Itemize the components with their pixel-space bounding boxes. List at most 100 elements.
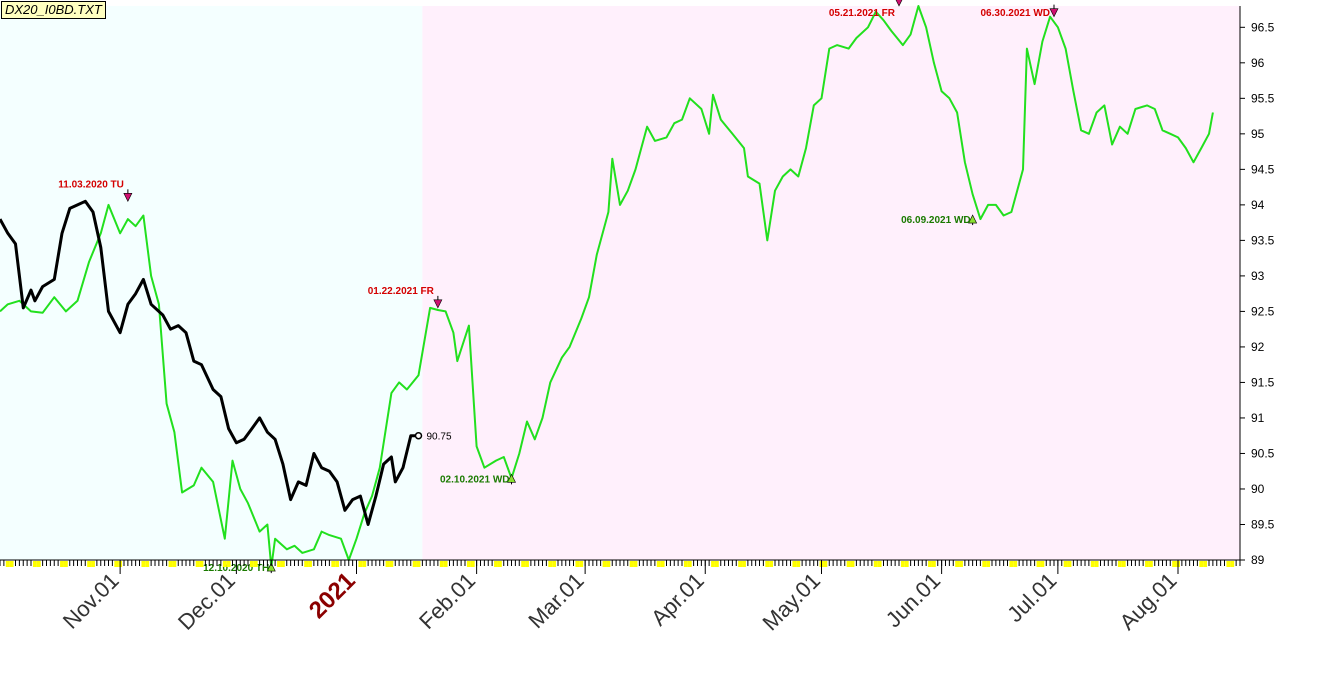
x-weekend-tick xyxy=(331,561,336,567)
x-weekend-tick xyxy=(769,561,774,567)
y-tick-label-7: 92.5 xyxy=(1251,304,1275,318)
x-weekend-tick xyxy=(552,561,557,567)
low-marker-5 xyxy=(968,214,978,224)
x-weekend-tick xyxy=(60,561,64,567)
y-tick-label-3: 90.5 xyxy=(1251,446,1275,460)
x-weekend-tick xyxy=(470,561,475,567)
series-line-0 xyxy=(0,5,1214,569)
x-weekend-tick xyxy=(1009,561,1014,567)
x-weekend-tick xyxy=(308,561,312,567)
x-weekend-tick xyxy=(32,561,37,567)
x-weekend-tick xyxy=(660,561,665,567)
x-weekend-tick xyxy=(850,561,855,567)
x-weekend-tick xyxy=(602,561,607,567)
file-name-label: DX20_I0BD.TXT xyxy=(1,1,106,19)
x-axis: Nov.01 Dec.01 2021 Feb.01 Mar.01 Apr.01 May.01… xyxy=(0,559,1241,636)
x-weekend-tick xyxy=(1199,561,1204,567)
y-tick-label-15: 96.5 xyxy=(1251,20,1275,34)
high-marker-6 xyxy=(1049,8,1059,18)
series-line-1 xyxy=(0,199,419,526)
y-tick-label-12: 95 xyxy=(1251,127,1265,141)
x-weekend-tick xyxy=(656,561,661,567)
x-weekend-tick xyxy=(1226,561,1231,567)
x-weekend-tick xyxy=(91,561,95,567)
y-tick-label-8: 93 xyxy=(1251,269,1265,283)
high-marker-0 xyxy=(123,193,133,202)
x-weekend-tick xyxy=(1203,561,1208,567)
x-weekend-tick xyxy=(1117,561,1122,567)
high-marker-2 xyxy=(433,299,443,309)
x-weekend-tick xyxy=(63,561,68,567)
x-weekend-tick xyxy=(982,561,987,567)
x-weekend-tick xyxy=(199,561,204,567)
x-weekend-tick xyxy=(1148,561,1153,567)
x-weekend-tick xyxy=(280,561,285,567)
region-0 xyxy=(0,6,423,560)
last-value-label: 90.75 xyxy=(427,432,452,443)
high-label-2: 01.22.2021 FR xyxy=(368,286,435,297)
x-tick-label-7: Jun.01 xyxy=(881,568,945,632)
high-label-6: 06.30.2021 WD xyxy=(981,8,1051,19)
x-weekend-tick xyxy=(172,561,177,567)
x-weekend-tick xyxy=(277,561,281,567)
y-tick-label-4: 91 xyxy=(1251,411,1265,425)
x-tick-label-6: May.01 xyxy=(757,568,825,636)
x-weekend-tick xyxy=(525,561,529,567)
high-marker-4 xyxy=(895,0,903,7)
y-tick-label-9: 93.5 xyxy=(1251,233,1275,247)
x-weekend-tick xyxy=(304,561,309,567)
x-weekend-tick xyxy=(1067,561,1072,567)
x-weekend-tick xyxy=(606,561,611,567)
y-tick-label-11: 94.5 xyxy=(1251,162,1275,176)
x-weekend-tick xyxy=(629,561,634,567)
x-weekend-tick xyxy=(249,561,254,567)
x-weekend-tick xyxy=(114,561,119,567)
x-weekend-tick xyxy=(168,561,173,567)
x-weekend-tick xyxy=(846,561,851,567)
x-weekend-tick xyxy=(1036,561,1041,567)
series-lines xyxy=(0,5,1214,569)
y-tick-label-0: 89 xyxy=(1251,553,1265,567)
y-tick-label-1: 89.5 xyxy=(1251,517,1275,531)
x-tick-label-4: Mar.01 xyxy=(523,568,588,633)
x-weekend-tick xyxy=(141,561,146,567)
x-tick-label-2: 2021 xyxy=(304,567,361,624)
x-weekend-tick xyxy=(1013,561,1018,567)
x-weekend-tick xyxy=(548,561,553,567)
high-label-4: 05.21.2021 FR xyxy=(829,8,896,19)
x-weekend-tick xyxy=(959,561,963,567)
x-weekend-tick xyxy=(738,561,743,567)
x-weekend-tick xyxy=(145,561,150,567)
x-weekend-tick xyxy=(904,561,909,567)
x-tick-label-8: Jul.01 xyxy=(1002,568,1061,627)
x-weekend-tick xyxy=(497,561,502,567)
x-weekend-tick xyxy=(1172,561,1177,567)
x-weekend-tick xyxy=(796,561,801,567)
x-weekend-tick xyxy=(1063,561,1068,567)
x-weekend-tick xyxy=(714,561,719,567)
x-weekend-tick xyxy=(466,561,471,567)
x-weekend-tick xyxy=(792,561,797,567)
x-weekend-tick xyxy=(742,561,746,567)
x-tick-label-1: Dec.01 xyxy=(173,568,240,635)
x-weekend-tick xyxy=(87,561,92,567)
x-weekend-tick xyxy=(416,561,421,567)
x-weekend-tick xyxy=(633,561,638,567)
x-weekend-tick xyxy=(823,561,828,567)
x-weekend-tick xyxy=(443,561,448,567)
y-tick-label-2: 90 xyxy=(1251,482,1265,496)
x-tick-label-3: Feb.01 xyxy=(414,568,480,634)
region-1 xyxy=(422,6,1240,560)
x-weekend-tick xyxy=(711,561,715,567)
x-weekend-tick xyxy=(900,561,905,567)
last-value-marker xyxy=(414,431,423,440)
x-weekend-tick xyxy=(494,561,498,567)
x-weekend-tick xyxy=(226,561,231,567)
x-tick-label-9: Aug.01 xyxy=(1115,568,1182,635)
x-weekend-tick xyxy=(877,561,882,567)
x-weekend-tick xyxy=(1040,561,1045,567)
x-weekend-tick xyxy=(765,561,770,567)
x-weekend-tick xyxy=(687,561,692,567)
x-weekend-tick xyxy=(955,561,960,567)
